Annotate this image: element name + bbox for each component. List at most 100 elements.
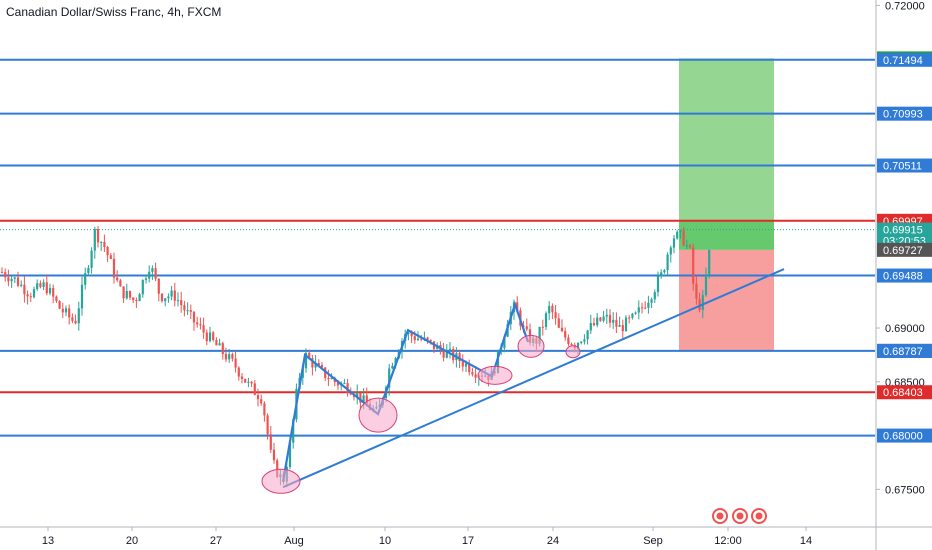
candle-body-190: [608, 314, 612, 323]
candle-body-170: [544, 313, 548, 327]
candle-body-86: [276, 460, 279, 477]
candle-body-50: [160, 293, 164, 302]
candle-body-205: [656, 276, 660, 293]
price-tag-1: [877, 52, 932, 67]
candle-body-189: [605, 314, 608, 317]
candle-body-38: [122, 286, 125, 299]
candle-body-4: [13, 277, 16, 279]
candle-body-172: [551, 305, 554, 313]
price-tag-12: [877, 428, 932, 443]
price-tag-8: [877, 268, 932, 283]
candle-body-214: [685, 245, 688, 247]
candle-body-60: [192, 311, 196, 323]
highlight-circle-0: [261, 468, 301, 494]
candle-body-204: [653, 292, 656, 300]
candle-body-100: [320, 365, 324, 368]
candle-body-206: [660, 272, 663, 277]
candle-body-76: [244, 378, 247, 383]
candle-body-145: [464, 363, 468, 367]
candle-body-168: [538, 326, 541, 344]
candle-body-36: [116, 277, 119, 281]
candle-body-140: [448, 348, 452, 351]
candle-body-186: [596, 317, 599, 326]
candle-body-75: [240, 376, 244, 379]
candle-body-69: [221, 343, 224, 354]
price-tag-label-3: 0.70511: [883, 161, 922, 173]
candle-body-139: [445, 350, 448, 358]
candle-body-134: [429, 339, 432, 342]
candle-body-198: [634, 312, 637, 314]
candle-body-169: [541, 326, 544, 328]
candle-body-47: [151, 268, 154, 272]
candle-body-63: [202, 325, 205, 333]
candle-body-187: [599, 317, 602, 321]
candle-body-130: [416, 338, 420, 341]
candle-body-3: [10, 278, 13, 282]
candle-body-79: [253, 383, 256, 396]
candle-body-201: [644, 307, 647, 309]
candle-body-102: [327, 378, 330, 380]
candle-body-164: [525, 326, 528, 330]
candle-body-180: [576, 343, 580, 349]
price-tag-10: [877, 343, 932, 358]
candle-body-19: [61, 308, 64, 313]
candle-body-43: [138, 294, 141, 302]
candle-body-122: [391, 365, 394, 369]
candle-body-17: [55, 296, 58, 302]
candle-body-64: [205, 332, 208, 342]
candle-body-210: [672, 238, 676, 248]
candle-body-174: [557, 318, 560, 328]
x-tick-label-0: 13: [42, 535, 54, 547]
candle-body-83: [266, 415, 269, 435]
candle-body-32: [103, 241, 106, 247]
candle-body-188: [602, 316, 605, 321]
candle-body-25: [80, 284, 84, 309]
candle-body-202: [647, 302, 650, 308]
candle-body-77: [247, 381, 250, 383]
x-tick-label-3: Aug: [284, 535, 304, 547]
candle-body-26: [84, 273, 87, 285]
candle-body-197: [631, 313, 634, 318]
price-tag-label-7: 0.69727: [883, 245, 923, 257]
candle-body-215: [688, 245, 692, 248]
candle-body-97: [311, 358, 314, 368]
x-tick-label-5: 17: [462, 535, 474, 547]
candle-body-96: [308, 352, 311, 359]
candle-body-199: [637, 307, 640, 313]
candle-body-7: [23, 284, 26, 295]
candle-body-203: [650, 299, 653, 303]
candle-body-53: [170, 290, 173, 297]
candle-body-129: [413, 336, 416, 341]
candle-body-46: [148, 271, 151, 279]
event-marker-dot-0: [716, 512, 724, 520]
filled-profit-zone: [679, 220, 774, 250]
candle-body-15: [48, 287, 52, 294]
candle-body-111: [356, 392, 359, 397]
candle-body-128: [410, 332, 413, 337]
candle-body-35: [112, 258, 116, 278]
candle-body-90: [288, 442, 292, 467]
candle-body-66: [212, 332, 215, 340]
x-tick-label-4: 10: [379, 535, 391, 547]
candle-body-112: [359, 392, 362, 403]
price-tag-7: [877, 242, 932, 257]
candle-body-5: [16, 277, 20, 286]
candle-body-99: [317, 363, 320, 366]
candle-body-33: [106, 246, 109, 256]
price-tag-label-12: 0.68000: [883, 431, 923, 443]
candle-body-37: [119, 280, 122, 287]
candle-body-191: [612, 319, 615, 323]
candle-body-208: [666, 254, 669, 271]
candle-body-12: [39, 283, 42, 288]
price-tag-label-11: 0.68403: [883, 387, 923, 399]
candle-body-31: [100, 241, 103, 243]
candle-body-27: [87, 267, 90, 274]
candle-body-177: [567, 337, 570, 344]
candle-body-144: [461, 361, 464, 367]
loss-zone: [679, 249, 774, 351]
candle-body-0: [0, 272, 4, 274]
candle-body-68: [218, 343, 221, 346]
candle-body-213: [682, 230, 685, 246]
candle-body-171: [548, 305, 551, 314]
